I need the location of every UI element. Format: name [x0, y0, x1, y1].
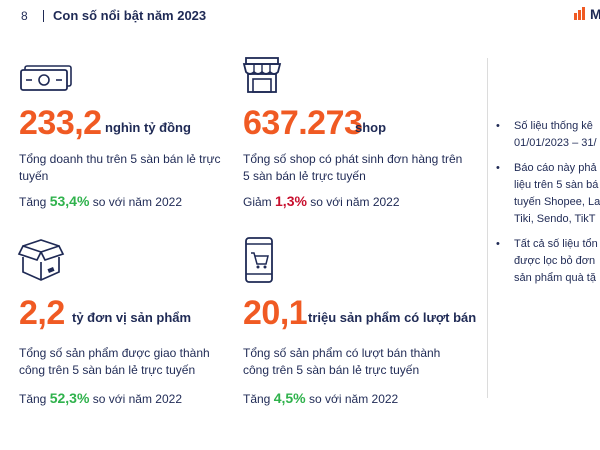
stat-description: Tổng số sản phẩm có lượt bán thành công … [243, 346, 441, 377]
stat-change: Tăng 53,4% so với năm 2022 [19, 193, 182, 209]
note-line: Báo cáo này phả [514, 162, 597, 174]
page-number: 8 [21, 9, 28, 23]
stat-change: Giảm 1,3% so với năm 2022 [243, 193, 400, 209]
note-line: 01/01/2023 – 31/ [514, 137, 597, 149]
stat-value: 233,2 [19, 104, 102, 142]
stat-value: 2,2 [19, 294, 65, 332]
box-icon [17, 239, 65, 281]
notes-list: • Số liệu thống kê 01/01/2023 – 31/ • Bá… [494, 118, 600, 295]
change-value: 52,3% [49, 390, 90, 406]
logo-icon [574, 7, 585, 20]
page-title: Con số nổi bật năm 2023 [53, 8, 207, 23]
bullet-icon: • [496, 162, 500, 174]
note-line: sản phẩm quà tặ [514, 272, 596, 284]
stat-change: Tăng 4,5% so với năm 2022 [243, 390, 398, 406]
stat-unit: shop [355, 120, 387, 135]
stat-description: Tổng số shop có phát sinh đơn hàng trên … [243, 152, 463, 183]
stat-description: Tổng doanh thu trên 5 sàn bán lẻ trực tu… [19, 152, 221, 183]
stat-change: Tăng 52,3% so với năm 2022 [19, 390, 182, 406]
bullet-icon: • [496, 238, 500, 250]
column-divider [487, 58, 488, 398]
stat-value: 20,1 [243, 294, 308, 332]
note-line: được lọc bỏ đơn [514, 255, 596, 267]
change-value: 4,5% [273, 390, 306, 406]
change-value: 53,4% [49, 193, 90, 209]
note-item: • Tất cả số liệu tổn được lọc bỏ đơn sản… [494, 236, 600, 287]
note-line: Tất cả số liệu tổn [514, 238, 598, 250]
note-line: tuyến Shopee, La [514, 196, 600, 208]
header-divider [43, 10, 44, 22]
shop-icon [242, 57, 282, 93]
note-item: • Số liệu thống kê 01/01/2023 – 31/ [494, 118, 600, 152]
bullet-icon: • [496, 120, 500, 132]
logo-text: M [590, 6, 600, 22]
change-suffix: so với năm 2022 [92, 195, 182, 209]
note-line: Tiki, Sendo, TikT [514, 213, 596, 225]
change-prefix: Tăng [19, 195, 47, 209]
change-suffix: so với năm 2022 [308, 392, 399, 406]
change-prefix: Tăng [19, 392, 47, 406]
stat-unit: triệu sản phẩm có lượt bán [308, 310, 477, 325]
mobile-cart-icon [245, 237, 273, 283]
note-line: Số liệu thống kê [514, 120, 593, 132]
stat-description: Tổng số sản phẩm được giao thành công tr… [19, 346, 210, 377]
page-header: 8 Con số nổi bật năm 2023 M [0, 0, 600, 30]
change-value: 1,3% [275, 193, 307, 209]
change-prefix: Tăng [243, 392, 271, 406]
change-suffix: so với năm 2022 [92, 392, 182, 406]
change-prefix: Giảm [243, 195, 272, 209]
money-icon [20, 65, 72, 91]
stat-unit: nghìn tỷ đồng [105, 120, 191, 135]
note-item: • Báo cáo này phả liệu trên 5 sàn bá tuy… [494, 160, 600, 228]
note-line: liệu trên 5 sàn bá [514, 179, 599, 191]
change-suffix: so với năm 2022 [310, 195, 400, 209]
stat-unit: tỷ đơn vị sản phẩm [72, 310, 192, 325]
stat-value: 637.273 [243, 104, 363, 142]
